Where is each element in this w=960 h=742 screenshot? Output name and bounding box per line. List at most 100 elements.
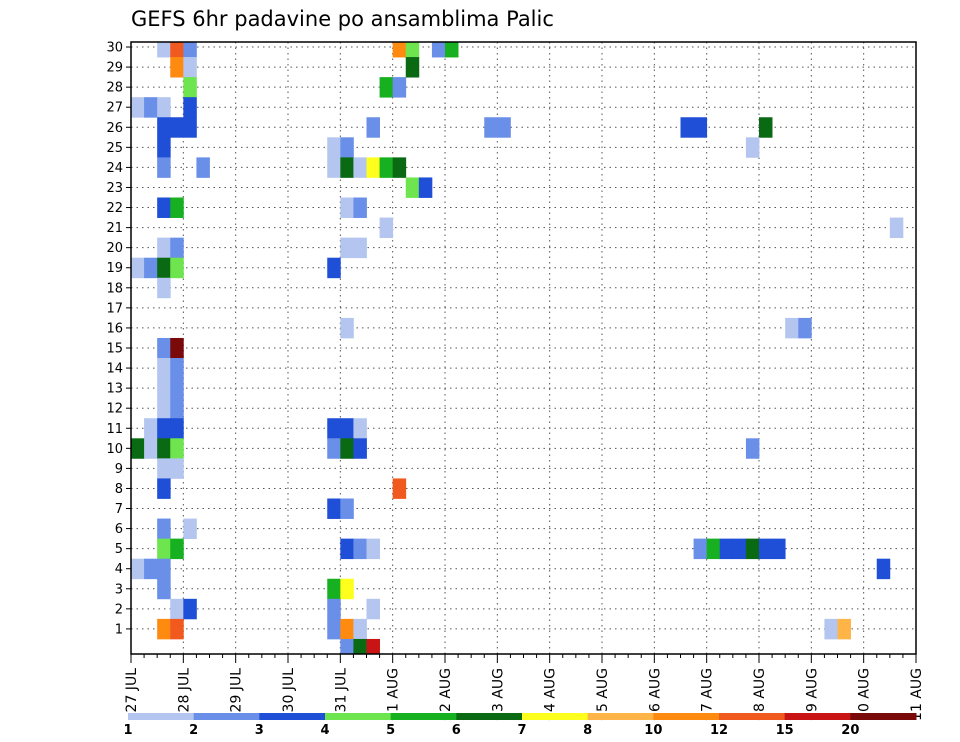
heat-cell (340, 418, 354, 439)
legend-swatch (522, 713, 589, 720)
x-tick-label: 27 JUL (124, 668, 140, 713)
heat-cell (759, 117, 773, 138)
y-tick-label: 29 (106, 61, 123, 76)
y-tick-label: 24 (106, 161, 123, 176)
y-axis: 1234567891011121314151617181920212223242… (106, 41, 131, 637)
heat-cell (340, 157, 354, 178)
heat-cell (366, 157, 380, 178)
legend-label: 1 (123, 723, 132, 738)
x-axis: 27 JUL 28 JUL 29 JUL 30 JUL 31 JUL 01 AUG 02 A… (124, 654, 925, 721)
heat-cell (889, 217, 904, 239)
heat-cell (144, 257, 158, 279)
heat-cell (340, 578, 354, 600)
heat-cell (157, 277, 171, 299)
heat-cell (131, 257, 145, 279)
heat-cell (327, 618, 341, 640)
heat-cell (366, 538, 380, 560)
heat-cell (366, 638, 380, 655)
heat-cell (327, 578, 341, 600)
heat-cell (353, 157, 367, 178)
heat-cell (170, 57, 184, 78)
heat-cell (772, 538, 786, 560)
heat-cell (327, 137, 341, 158)
heat-cell (405, 42, 420, 58)
heat-cell (785, 317, 799, 339)
heat-cell (170, 237, 184, 259)
x-tick-label: 02 AUG (438, 668, 454, 721)
legend-swatch (587, 713, 654, 720)
heat-cell (183, 117, 197, 138)
y-tick-label: 4 (115, 562, 123, 577)
legend-label: 5 (386, 723, 395, 738)
x-tick-label: 06 AUG (647, 668, 663, 721)
heat-cell (340, 538, 354, 560)
heat-cell (340, 638, 354, 655)
heat-cell (353, 638, 367, 655)
heat-cell (157, 398, 171, 419)
heat-cell (170, 418, 184, 439)
heat-cell (366, 117, 380, 138)
heat-cell (353, 237, 367, 259)
x-tick-label: 29 JUL (229, 668, 245, 713)
y-tick-label: 5 (115, 542, 123, 557)
heat-cell (693, 538, 708, 560)
heat-cell (353, 618, 367, 640)
heat-cell (353, 197, 367, 218)
heat-cell (353, 438, 367, 459)
heat-cell (144, 558, 158, 580)
heat-cell (170, 618, 184, 640)
y-tick-label: 20 (106, 241, 123, 256)
y-tick-label: 6 (115, 522, 123, 537)
heat-cell (157, 578, 171, 600)
x-tick-label: 30 JUL (281, 668, 297, 713)
plot-frame (130, 41, 917, 655)
heat-cell (745, 538, 760, 560)
legend-swatch (653, 713, 720, 720)
heat-cell (340, 317, 354, 339)
heat-cell (392, 157, 407, 178)
y-tick-label: 26 (106, 121, 123, 136)
x-tick-label: 11 AUG (909, 668, 925, 721)
heat-cell (157, 418, 171, 439)
heat-cell (183, 598, 197, 620)
heat-cell (379, 217, 394, 239)
heat-cell (170, 257, 184, 279)
y-tick-label: 30 (106, 41, 123, 56)
x-tick-label: 08 AUG (752, 668, 768, 721)
legend-swatch (193, 713, 260, 720)
legend-label: 7 (517, 723, 526, 738)
heat-cell (327, 598, 341, 620)
heat-cell (170, 358, 184, 379)
legend-label: 3 (255, 723, 264, 738)
heat-cell (144, 418, 158, 439)
legend-label: 2 (189, 723, 198, 738)
heat-cell (144, 97, 158, 118)
heat-cell (157, 518, 171, 540)
heat-cell (144, 438, 158, 459)
x-tick-label: 01 AUG (386, 668, 402, 721)
heat-cell (798, 317, 812, 339)
heat-cell (327, 257, 341, 279)
heat-cell (353, 538, 367, 560)
heat-cell (680, 117, 694, 138)
heat-cell (732, 538, 747, 560)
heat-cell (706, 538, 721, 560)
heat-cell (170, 117, 184, 138)
heat-cell (876, 558, 891, 580)
heat-cell (170, 197, 184, 218)
y-tick-label: 2 (115, 602, 123, 617)
heat-cell (340, 137, 354, 158)
heat-cell (157, 438, 171, 459)
y-tick-label: 16 (106, 321, 123, 336)
x-tick-label: 31 JUL (333, 668, 349, 713)
heat-cell (157, 558, 171, 580)
heat-cell (693, 117, 708, 138)
heat-cell (745, 137, 760, 158)
heat-cell (183, 518, 197, 540)
heat-cell (340, 498, 354, 519)
legend-label: 6 (452, 723, 461, 738)
y-tick-label: 23 (106, 181, 123, 196)
heat-cell (418, 177, 433, 198)
heat-cell (327, 157, 341, 178)
